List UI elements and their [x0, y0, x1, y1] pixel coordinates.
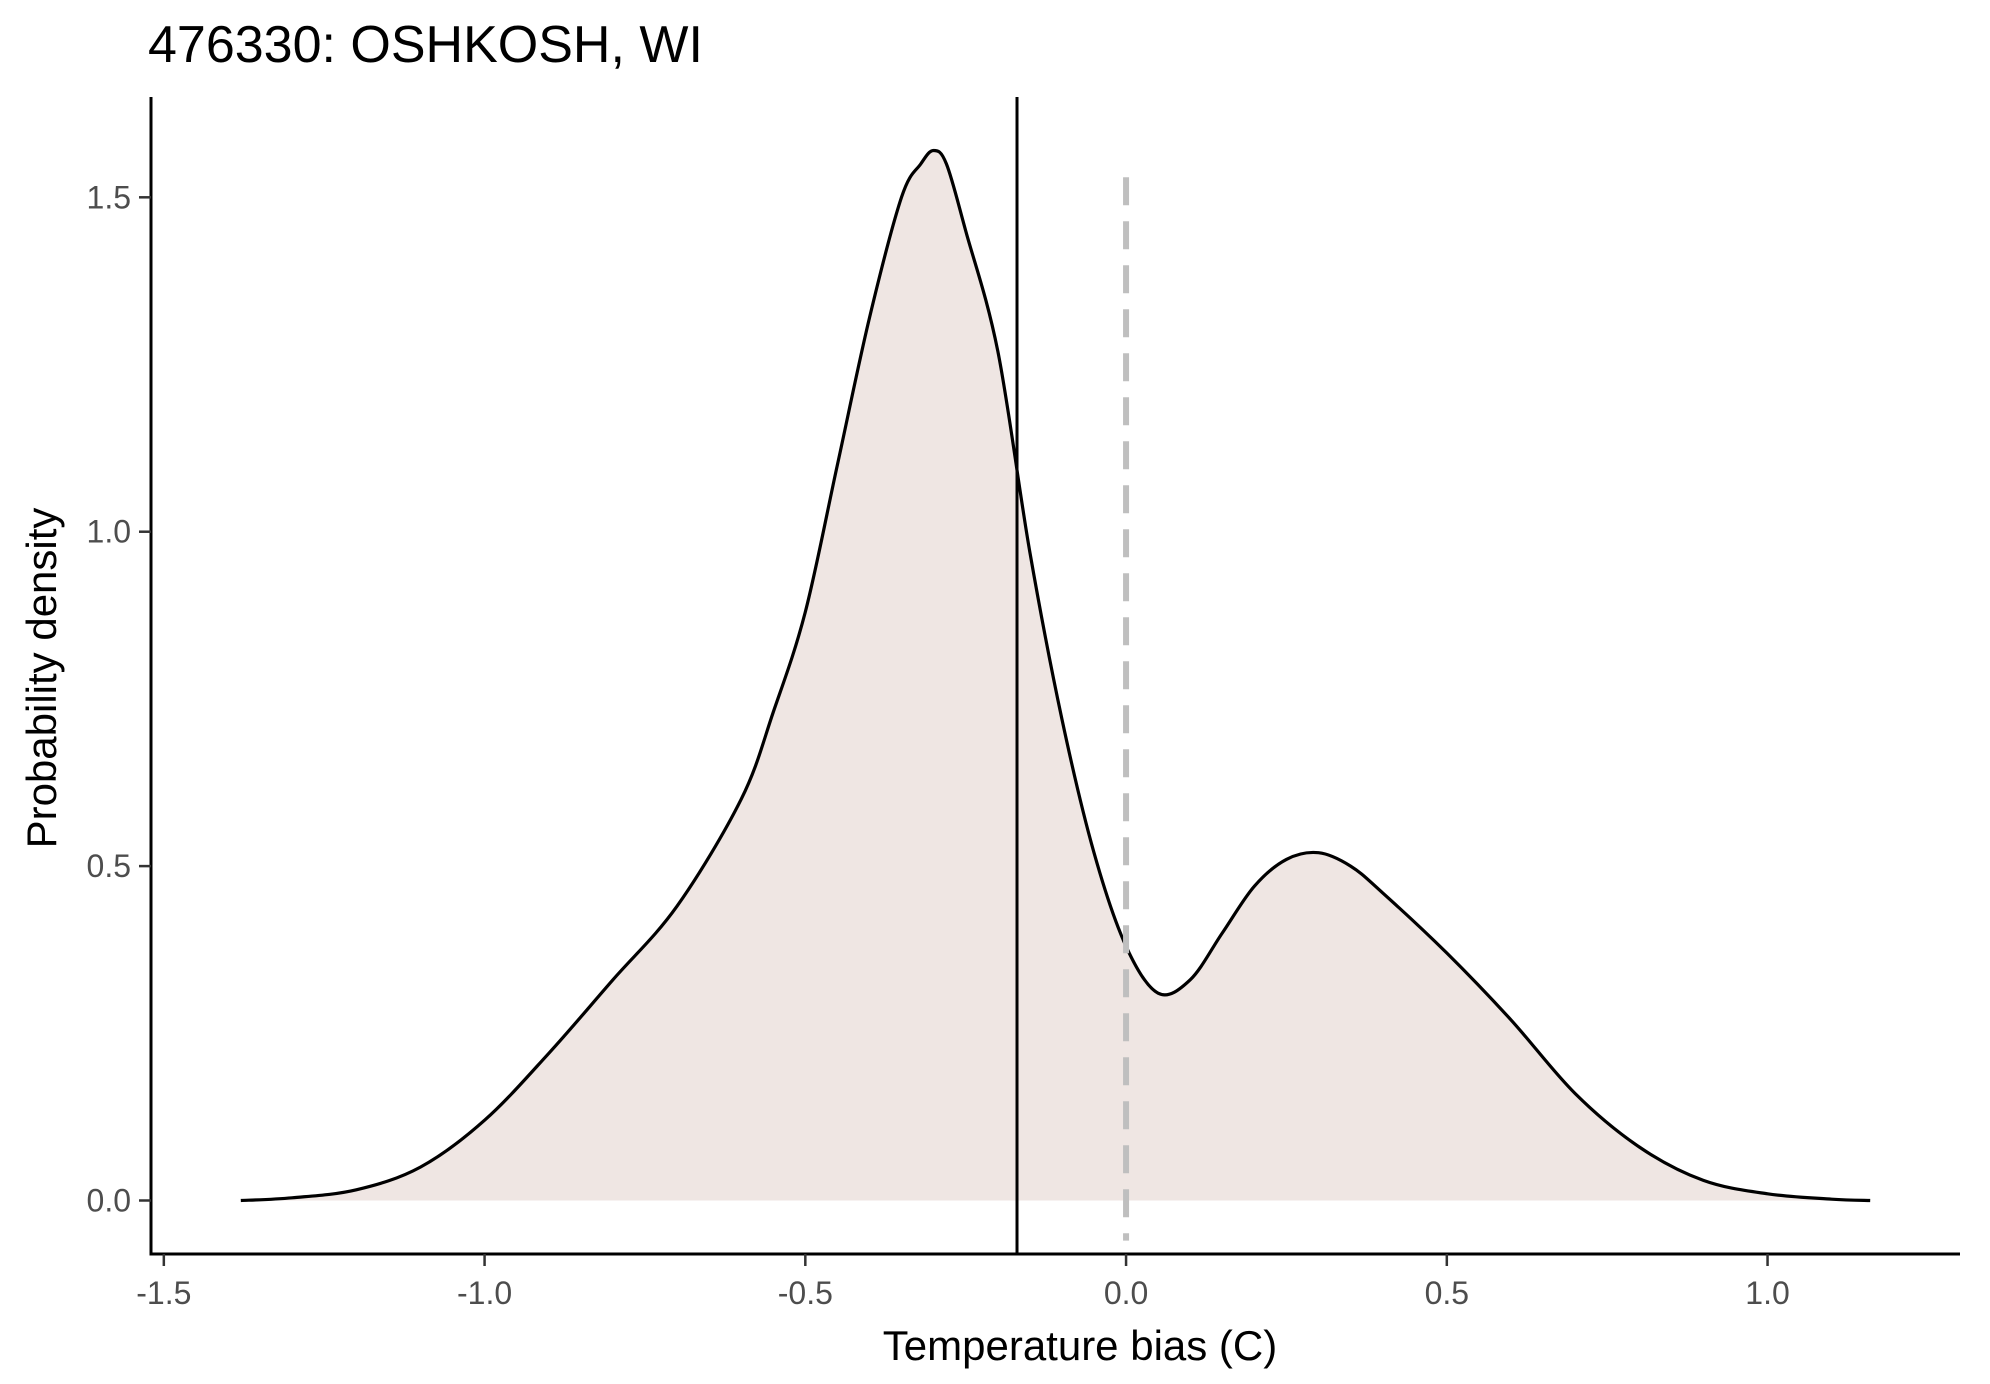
- y-tick-label: 1.0: [87, 514, 131, 550]
- x-tick-label: -1.0: [457, 1275, 512, 1311]
- plot-area: [240, 97, 1871, 1254]
- x-tick-label: 1.0: [1745, 1275, 1789, 1311]
- y-tick-label: 0.0: [87, 1182, 131, 1218]
- x-tick-label: -0.5: [778, 1275, 833, 1311]
- y-tick-label: 0.5: [87, 848, 131, 884]
- x-axis-title: Temperature bias (C): [883, 1322, 1277, 1369]
- density-curve: [240, 148, 1871, 1203]
- density-area-fill: [240, 150, 1871, 1201]
- x-tick-label: 0.5: [1425, 1275, 1469, 1311]
- chart-title: 476330: OSHKOSH, WI: [148, 16, 703, 74]
- axes: -1.5 -1.0 -0.5 0.0 0.5 1.0 0.0 0.5 1.0 1.5: [87, 97, 1960, 1311]
- y-tick-label: 1.5: [87, 179, 131, 215]
- x-tick-label: -1.5: [136, 1275, 191, 1311]
- x-tick-label: 0.0: [1104, 1275, 1148, 1311]
- y-axis-title: Probability density: [18, 508, 65, 849]
